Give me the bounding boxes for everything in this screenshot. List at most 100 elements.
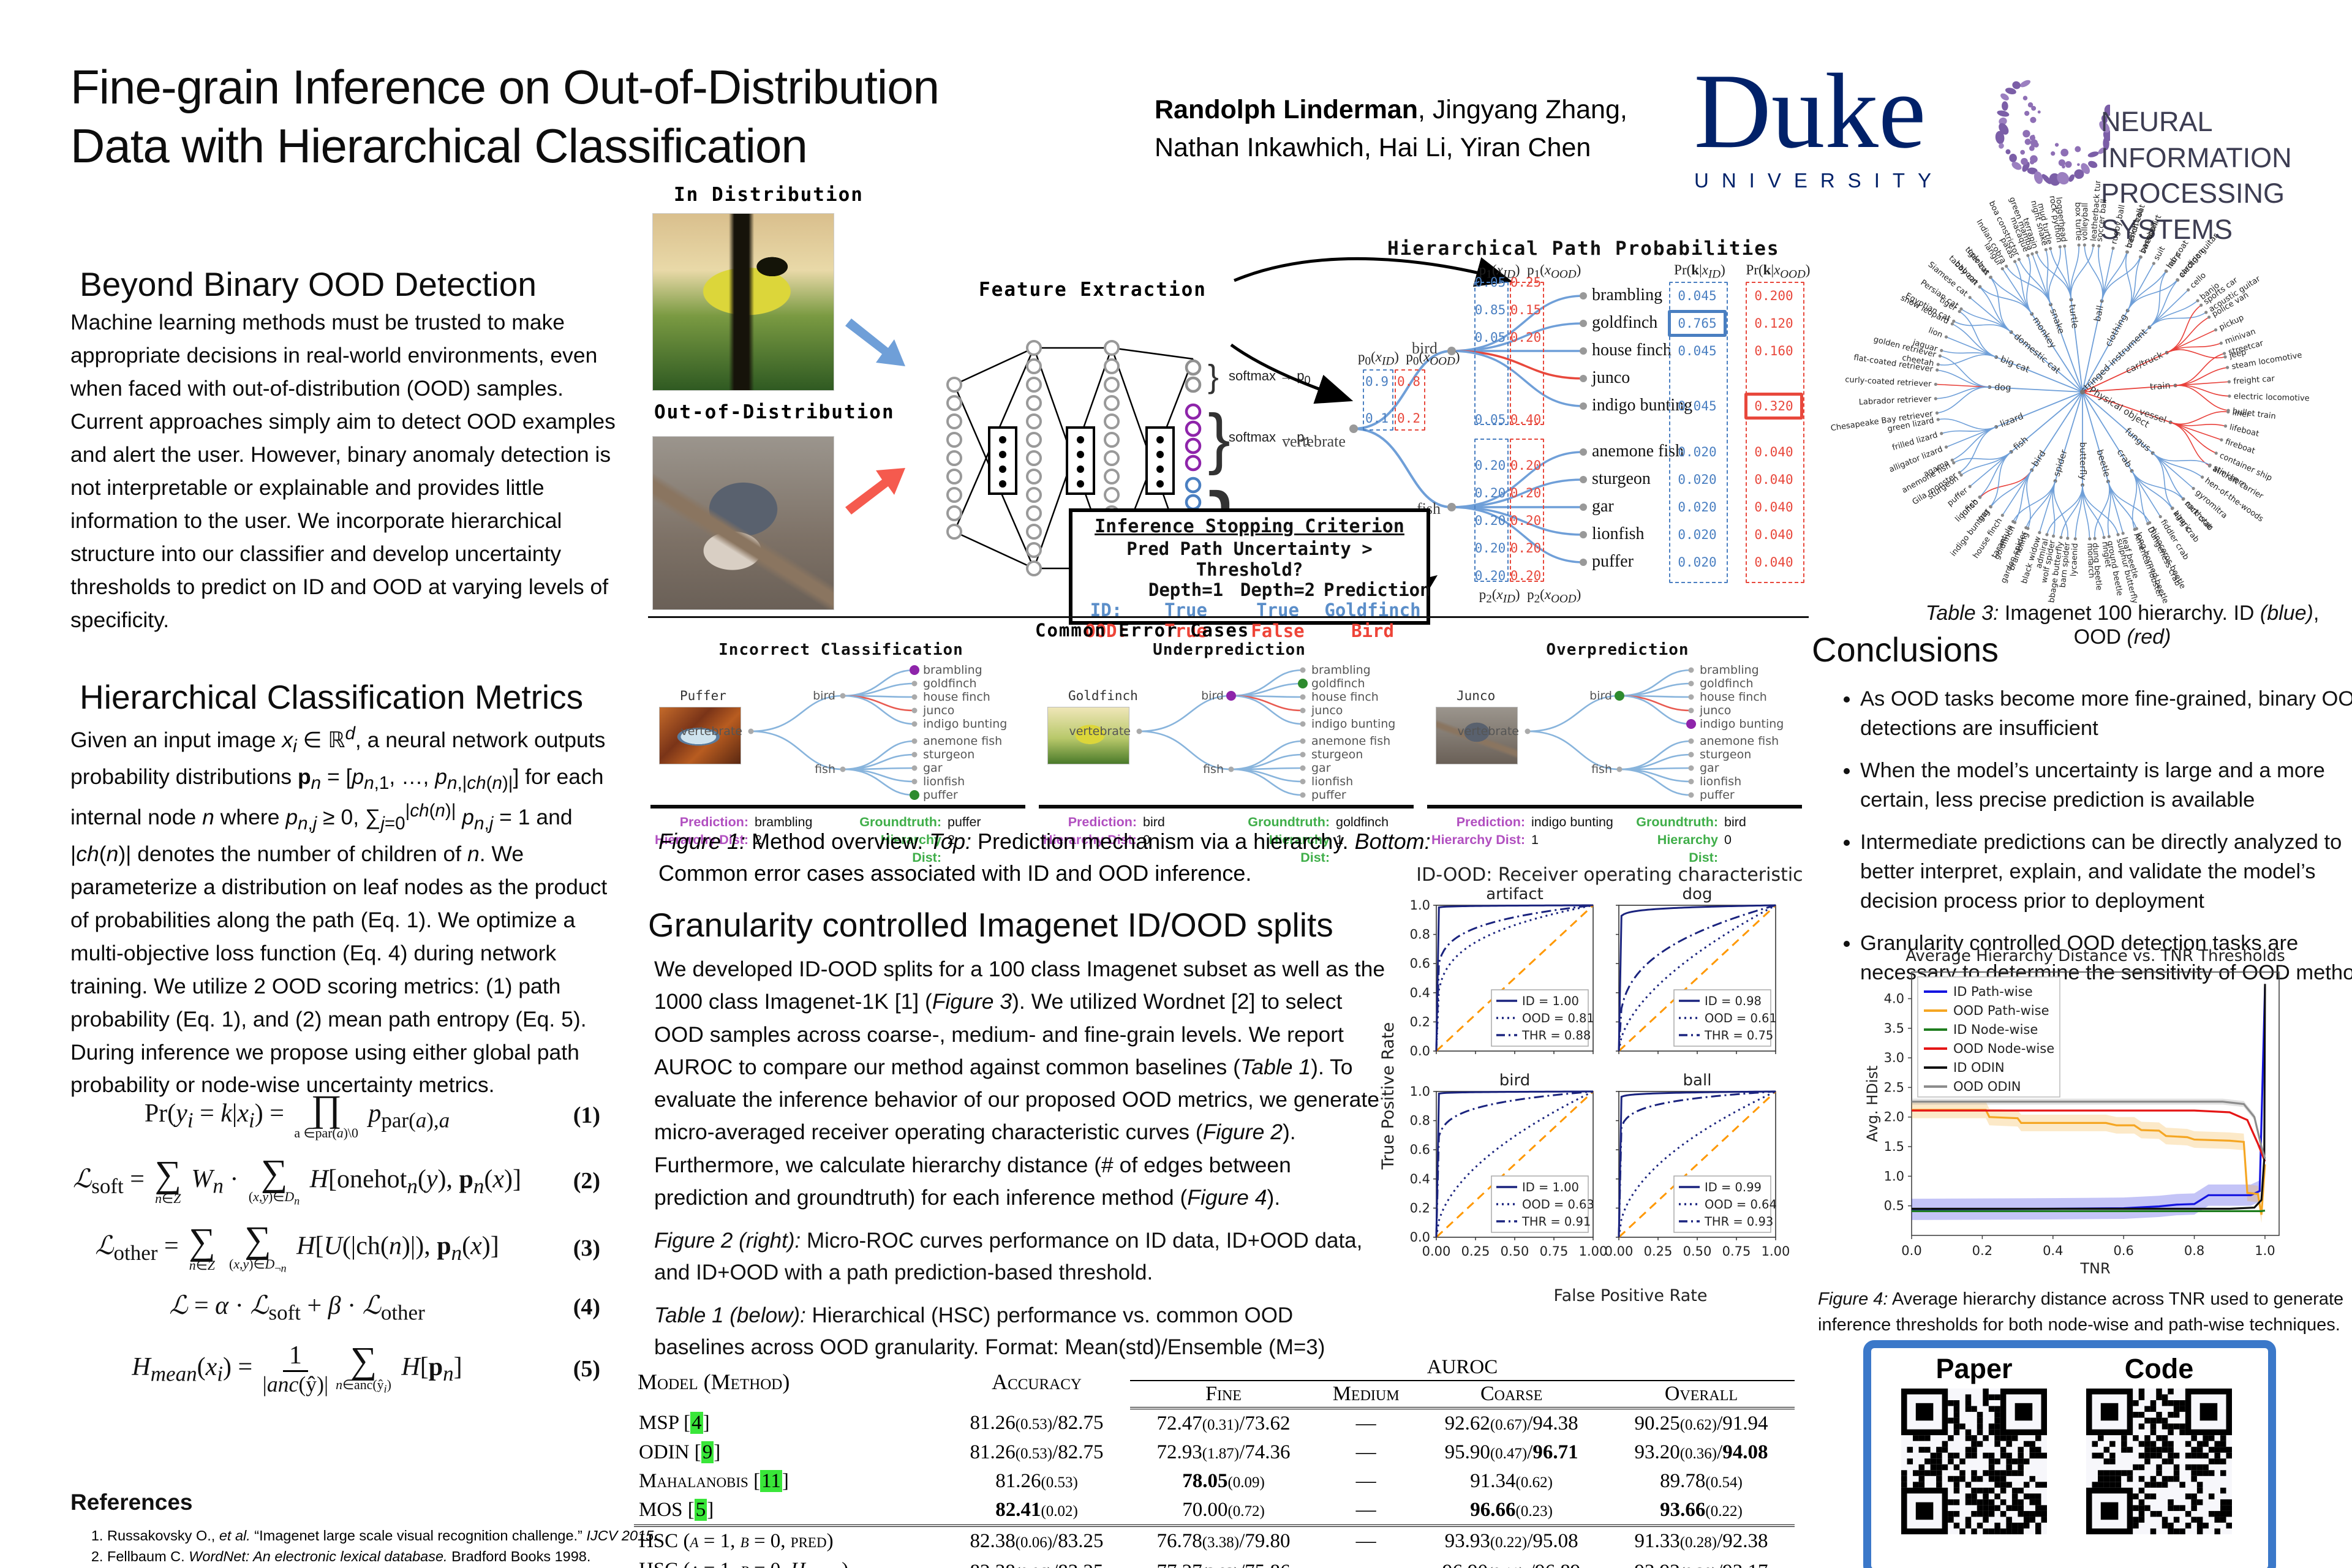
svg-text:liner: liner — [2232, 409, 2251, 420]
svg-text:0.8: 0.8 — [1410, 927, 1430, 942]
stop-box-row-label: OOD: — [1085, 620, 1128, 641]
svg-text:dog: dog — [1683, 885, 1713, 903]
svg-text:ID Path-wise: ID Path-wise — [1953, 984, 2033, 999]
dashed-box — [1363, 369, 1393, 431]
softmax-label-0: softmax → p0 — [1229, 368, 1311, 386]
prob-value: 0.05 — [1474, 412, 1506, 427]
section-body-metrics: Given an input image xi ∈ ℝd, a neural n… — [70, 723, 608, 1098]
svg-text:big cat: big cat — [1999, 355, 2030, 375]
figure2-caption: Figure 2 (right): Micro-ROC curves perfo… — [654, 1229, 1363, 1284]
svg-text:2.5: 2.5 — [1884, 1080, 1904, 1095]
dashed-box — [1395, 369, 1425, 431]
svg-text:gar: gar — [923, 761, 943, 775]
error-case-caption: Prediction: bird Groundtruth: goldfinch Hier… — [1043, 815, 1389, 865]
svg-text:1.0: 1.0 — [1410, 1084, 1430, 1099]
prob-value: 0.20 — [1510, 486, 1542, 500]
common-error-cases-title: Common Error Cases — [1035, 620, 1250, 641]
prob-value: 0.20 — [1510, 568, 1542, 583]
dashed-box — [1510, 282, 1544, 425]
pr-id-gar: 0.020 — [1678, 500, 1717, 514]
pr-id-goldfinch: 0.765 — [1678, 316, 1717, 331]
svg-text:THR = 0.75: THR = 0.75 — [1704, 1028, 1773, 1042]
svg-text:ID-OOD: Receiver operating cha: ID-OOD: Receiver operating characteristi… — [1416, 865, 1803, 886]
svg-text:crab: crab — [2115, 448, 2134, 470]
svg-text:car/truck: car/truck — [2124, 350, 2165, 376]
svg-text:0.6: 0.6 — [1410, 1142, 1430, 1157]
svg-text:lion: lion — [1927, 326, 1943, 340]
svg-text:0.4: 0.4 — [1410, 1172, 1430, 1186]
svg-text:bird: bird — [1201, 689, 1224, 703]
svg-text:0.00: 0.00 — [1422, 1244, 1451, 1259]
dashed-box — [1510, 439, 1544, 582]
pr-ood-goldfinch: 0.120 — [1754, 316, 1793, 331]
svg-text:indigo bunting: indigo bunting — [1700, 717, 1784, 731]
svg-text:fungus: fungus — [2123, 426, 2152, 454]
stop-box-cell: False — [1251, 620, 1305, 641]
pr-ood-puffer: 0.040 — [1754, 555, 1793, 570]
pr-id-brambling: 0.045 — [1678, 288, 1717, 303]
pr-ood-sturgeon: 0.040 — [1754, 472, 1793, 487]
svg-text:0.50: 0.50 — [1683, 1244, 1712, 1259]
pr-ood-anemone fish: 0.040 — [1754, 445, 1793, 459]
prob-value: 0.40 — [1510, 412, 1542, 427]
prob-value: 0.20 — [1474, 486, 1506, 500]
dashed-box — [1474, 282, 1509, 425]
svg-text:ID = 0.98: ID = 0.98 — [1705, 994, 1762, 1008]
figure4-caption: Figure 4: Average hierarchy distance acr… — [1818, 1289, 2344, 1335]
svg-text:curly-coated retriever: curly-coated retriever — [1845, 375, 1932, 389]
svg-text:0.8: 0.8 — [2184, 1243, 2204, 1258]
neurips-logo-text: NEURAL INFORMATION PROCESSING SYSTEMS — [2101, 106, 2292, 245]
leaf-puffer: puffer — [1592, 552, 1634, 571]
svg-text:anemone fish: anemone fish — [923, 734, 1002, 748]
svg-text:house finch: house finch — [923, 690, 990, 704]
dashed-box — [1474, 439, 1509, 582]
svg-text:fish: fish — [1591, 763, 1612, 776]
svg-text:house finch: house finch — [1700, 690, 1767, 704]
prob-value: 0.20 — [1474, 458, 1506, 473]
svg-text:ID = 1.00: ID = 1.00 — [1522, 1180, 1579, 1194]
svg-text:THR = 0.91: THR = 0.91 — [1521, 1215, 1591, 1229]
junco-thumb — [1436, 707, 1518, 764]
prob-value: 0.20 — [1510, 541, 1542, 556]
svg-text:lifeboat: lifeboat — [2228, 423, 2260, 439]
svg-text:ball: ball — [2093, 304, 2106, 322]
pr-id-puffer: 0.020 — [1678, 555, 1717, 570]
svg-text:beetle: beetle — [2094, 448, 2111, 478]
stop-box-header: Prediction — [1324, 579, 1431, 600]
svg-text:gar: gar — [1700, 761, 1719, 775]
node-bird: bird — [1412, 339, 1438, 357]
inference-stopping-criterion-box: Inference Stopping Criterion Pred Path U… — [1069, 508, 1431, 641]
svg-text:gar: gar — [1311, 761, 1331, 775]
stop-box-header: Depth=2 — [1240, 579, 1316, 600]
svg-text:electric guitar: electric guitar — [2177, 232, 2221, 280]
svg-text:brambling: brambling — [1311, 663, 1371, 677]
error-case-overprediction: Overprediction Junco vertebrate bird fish bra… — [1425, 641, 1811, 865]
svg-text:spider: spider — [2052, 448, 2069, 478]
svg-text:1.00: 1.00 — [1579, 1244, 1608, 1259]
svg-text:ID = 0.99: ID = 0.99 — [1705, 1180, 1762, 1194]
svg-text:TNR: TNR — [2079, 1260, 2110, 1277]
pr-id-anemone fish: 0.020 — [1678, 445, 1717, 459]
svg-text:puffer: puffer — [1311, 788, 1346, 802]
svg-text:bird: bird — [813, 689, 835, 703]
svg-text:lionfish: lionfish — [923, 775, 965, 788]
svg-text:ID = 1.00: ID = 1.00 — [1522, 994, 1579, 1008]
svg-text:THR = 0.93: THR = 0.93 — [1704, 1215, 1773, 1229]
qr-code-paper — [1901, 1389, 2048, 1535]
duke-university-logo: Duke UNIVERSITY — [1681, 55, 1939, 192]
table-row: Mahalanobis [11] 81.26(0.53) 78.05(0.09) —9… — [639, 1470, 1743, 1492]
svg-text:ball: ball — [1683, 1071, 1712, 1090]
pr-id-header: Pr(k|xID) — [1674, 262, 1725, 281]
svg-text:fish: fish — [1203, 763, 1224, 776]
prob-value: 0.20 — [1474, 513, 1506, 528]
svg-text:rugby ball: rugby ball — [2110, 204, 2127, 245]
equations-block: Pr(yi = k|xi) = ∏ a ∈par(a)\0 ppar(a),a (1… — [49, 1090, 600, 1413]
qr-paper-label: Paper — [1936, 1353, 2013, 1384]
svg-text:sturgeon: sturgeon — [1311, 748, 1363, 761]
figure1-divider — [648, 616, 1809, 618]
svg-text:turtle: turtle — [2067, 304, 2080, 329]
svg-text:0.25: 0.25 — [1644, 1244, 1673, 1259]
svg-text:3.5: 3.5 — [1884, 1021, 1904, 1036]
stop-box-title: Inference Stopping Criterion — [1095, 516, 1404, 537]
svg-text:0.8: 0.8 — [1410, 1114, 1430, 1128]
